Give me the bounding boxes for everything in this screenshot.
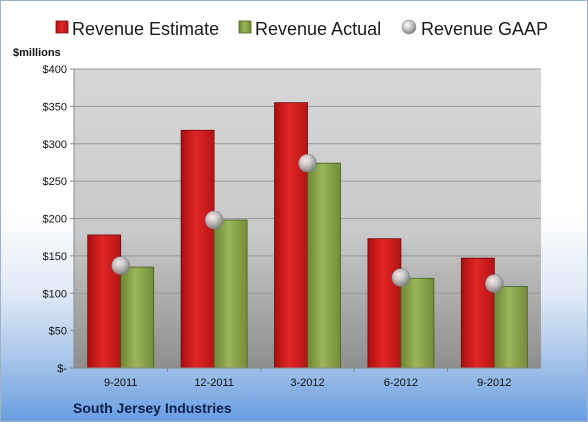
legend-marker-gaap [401,19,417,35]
y-axis-ticks: $- $50 $100 $150 $200 $250 $300 $350 $400 [43,64,74,375]
y-unit-label: $millions [13,47,61,59]
bar-estimate [367,238,402,369]
x-axis-ticks: 9-2011 12-2011 3-2012 6-2012 9-2012 [104,368,511,389]
legend-label-gaap: Revenue GAAP [421,19,548,39]
bar-actual [120,266,155,369]
legend: Revenue Estimate Revenue Actual Revenue … [55,19,548,39]
legend-item-gaap: Revenue GAAP [401,19,548,39]
x-tick-label: 3-2012 [290,377,324,389]
y-tick-label: $200 [43,214,67,226]
bars [87,102,528,369]
company-name: South Jersey Industries [73,400,232,416]
y-tick-label: $100 [43,288,67,300]
legend-label-actual: Revenue Actual [255,19,381,39]
bar-estimate [460,257,495,369]
y-tick-label: $300 [43,139,67,151]
bar-actual [493,286,528,369]
y-tick-label: $50 [49,326,67,338]
y-tick-label: $- [57,363,67,375]
x-tick-label: 12-2011 [194,377,234,389]
bar-estimate [274,102,308,369]
y-tick-label: $150 [43,251,67,263]
y-tick-label: $250 [43,176,67,188]
gaap-marker [298,153,317,173]
y-tick-label: $350 [43,101,67,113]
x-tick-label: 9-2011 [104,377,137,389]
legend-item-actual: Revenue Actual [238,19,381,39]
bar-estimate [180,129,215,369]
bar-estimate [87,234,122,369]
gaap-marker [111,256,130,275]
x-tick-label: 6-2012 [384,377,418,389]
legend-item-estimate: Revenue Estimate [55,19,219,39]
y-tick-label: $400 [43,64,67,76]
x-tick-label: 9-2012 [477,377,511,389]
bar-actual [307,162,341,369]
gaap-markers [111,153,504,293]
bar-actual [400,277,435,369]
legend-swatch-actual [238,20,252,34]
gaap-marker [204,210,224,230]
bar-actual [213,219,248,369]
legend-swatch-estimate [55,20,69,34]
gaap-marker [391,268,411,287]
legend-label-estimate: Revenue Estimate [72,19,219,39]
gaap-marker [484,274,504,293]
